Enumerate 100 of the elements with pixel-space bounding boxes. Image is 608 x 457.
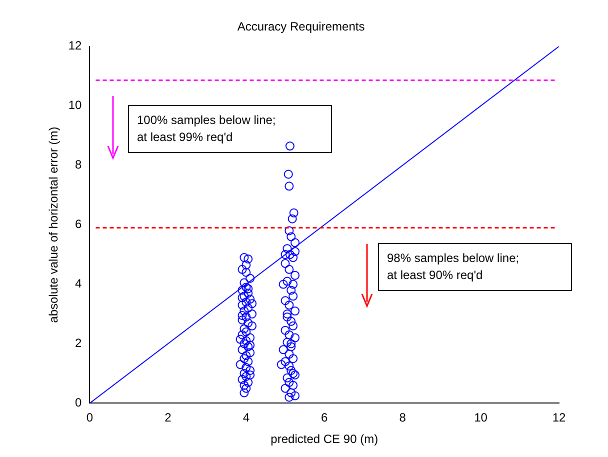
point <box>288 253 298 262</box>
point <box>284 362 294 371</box>
point <box>290 370 300 380</box>
annotation: 100% samples below line; at least 99% req'd <box>128 105 332 153</box>
point <box>236 334 245 344</box>
point <box>240 368 249 378</box>
point <box>240 388 249 398</box>
point <box>244 342 253 352</box>
point <box>242 351 251 360</box>
point <box>280 250 290 260</box>
x-tick-label: 10 <box>474 410 488 425</box>
y-tick-label: 12 <box>68 38 82 53</box>
x-tick-label: 6 <box>321 410 328 425</box>
point <box>280 357 290 366</box>
point <box>288 368 298 378</box>
point <box>244 254 253 264</box>
point <box>286 342 296 352</box>
point <box>238 345 247 354</box>
x-tick-label: 4 <box>242 410 250 425</box>
point <box>288 280 298 289</box>
point <box>246 370 255 380</box>
y-tick-label: 8 <box>75 158 82 172</box>
point <box>242 336 251 346</box>
point <box>238 300 247 310</box>
y-tick-label: 6 <box>75 217 82 232</box>
point <box>246 340 255 350</box>
x-tick-label: 2 <box>164 410 172 425</box>
point <box>242 327 251 336</box>
point <box>240 292 249 301</box>
point <box>290 306 300 316</box>
point <box>242 298 251 307</box>
point <box>240 324 249 334</box>
point <box>284 350 294 359</box>
point <box>288 354 298 364</box>
point <box>290 247 300 256</box>
point <box>284 226 294 236</box>
point <box>236 360 245 370</box>
point <box>284 392 294 402</box>
x-tick-label: 12 <box>552 410 566 425</box>
point <box>284 170 293 179</box>
point <box>240 306 249 316</box>
point <box>286 316 296 326</box>
chart-title: Accuracy Requirements <box>237 20 365 34</box>
point <box>242 260 251 270</box>
point <box>290 333 300 342</box>
point <box>238 330 247 340</box>
point <box>244 288 253 298</box>
y-axis-title: absolute value of horizontal error (m) <box>46 126 61 323</box>
point <box>238 286 247 295</box>
point <box>238 264 247 274</box>
point <box>248 310 257 318</box>
x-axis-title: predicted CE 90 (m) <box>270 432 378 446</box>
point <box>246 274 255 283</box>
point <box>278 345 288 354</box>
point <box>288 292 298 301</box>
point <box>246 294 255 304</box>
point <box>238 315 247 324</box>
point <box>244 318 253 328</box>
point <box>242 268 251 277</box>
point <box>282 373 292 382</box>
y-tick-label: 4 <box>75 276 82 291</box>
point <box>282 244 292 254</box>
point <box>248 299 257 308</box>
point <box>280 296 290 306</box>
point <box>248 321 257 330</box>
point <box>290 270 300 280</box>
point <box>286 388 296 398</box>
point <box>246 366 255 375</box>
point <box>244 378 253 387</box>
point <box>286 286 296 295</box>
point <box>286 232 296 242</box>
annotation: 98% samples below line; at least 90% req'd <box>378 243 572 291</box>
point <box>242 363 251 372</box>
point <box>284 330 294 340</box>
x-tick-label: 0 <box>86 410 94 425</box>
point <box>240 354 249 364</box>
point <box>242 384 251 393</box>
point <box>280 326 290 335</box>
point <box>246 348 255 358</box>
point <box>286 339 296 348</box>
point <box>286 366 296 375</box>
point <box>288 380 298 390</box>
point <box>244 357 253 366</box>
y-tick-label: 2 <box>75 336 82 350</box>
point <box>242 372 251 381</box>
point <box>285 142 294 151</box>
point <box>240 278 249 288</box>
point <box>284 264 294 274</box>
point <box>285 250 294 260</box>
point <box>290 238 300 248</box>
y-tick-label: 0 <box>75 396 82 410</box>
point <box>280 258 290 268</box>
point <box>246 333 255 342</box>
point <box>240 253 249 262</box>
point <box>278 280 288 289</box>
point <box>238 293 247 302</box>
point <box>244 284 253 294</box>
point <box>240 339 249 348</box>
point <box>282 338 292 347</box>
point <box>240 380 249 390</box>
